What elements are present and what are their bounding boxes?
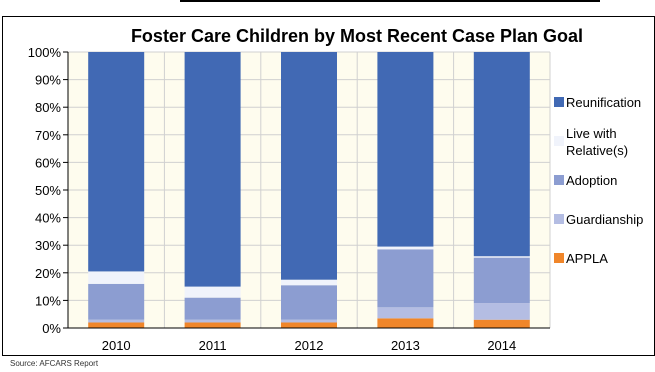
axes — [63, 51, 550, 329]
legend-label-guardianship: Guardianship — [566, 212, 643, 227]
bar-segment-reunification-2010 — [88, 52, 145, 272]
bar-segment-adoption-2010 — [88, 283, 145, 320]
bar-segment-reunification-2013 — [377, 52, 434, 247]
bar-segment-reunification-2012 — [281, 52, 337, 280]
y-tick-label: 10% — [35, 293, 61, 308]
x-tick-label: 2012 — [295, 338, 324, 353]
legend-label-live-with-relative-s: Live with — [566, 126, 617, 141]
legend-swatch-reunification — [554, 97, 564, 107]
x-tick-label: 2014 — [487, 338, 516, 353]
y-tick-label: 60% — [35, 155, 61, 170]
bar-segment-reunification-2011 — [184, 52, 241, 287]
legend-swatch-guardianship — [554, 214, 564, 224]
bar-segment-adoption-2012 — [281, 285, 337, 320]
y-tick-label: 100% — [28, 45, 62, 60]
bar-segment-adoption-2014 — [473, 257, 530, 304]
y-axis-ticks: 0% 10% 20% 30% 40% 50% 60% 70% 80% 90% 100% — [28, 45, 62, 336]
y-tick-label: 70% — [35, 128, 61, 143]
bar-segment-appla-2014 — [473, 319, 530, 328]
bar-segment-guardianship-2010 — [88, 319, 145, 323]
y-tick-label: 50% — [35, 183, 61, 198]
y-tick-label: 40% — [35, 211, 61, 226]
y-tick-label: 0% — [42, 321, 61, 336]
legend-label-live-with-relative-s: Relative(s) — [566, 143, 628, 158]
bar-segment-live-with-relative-s-2014 — [473, 256, 530, 258]
bar-segment-guardianship-2013 — [377, 307, 434, 319]
bars-group — [88, 52, 530, 328]
bar-segment-reunification-2014 — [473, 52, 530, 257]
legend: Reunification Live with Relative(s) Adoptio… — [554, 95, 643, 266]
bar-segment-guardianship-2012 — [281, 319, 337, 323]
x-tick-label: 2013 — [391, 338, 420, 353]
bar-segment-adoption-2013 — [377, 249, 434, 308]
bar-segment-appla-2012 — [281, 322, 337, 328]
y-tick-label: 30% — [35, 238, 61, 253]
y-tick-label: 80% — [35, 100, 61, 115]
bar-segment-live-with-relative-s-2011 — [184, 286, 241, 298]
legend-swatch-live-with-relative-s — [554, 136, 564, 146]
bar-segment-live-with-relative-s-2012 — [281, 279, 337, 286]
legend-label-appla: APPLA — [566, 251, 608, 266]
x-axis-ticks: 2010 2011 2012 2013 2014 — [102, 338, 517, 353]
legend-swatch-appla — [554, 253, 564, 263]
legend-label-reunification: Reunification — [566, 95, 641, 110]
top-border-line — [180, 0, 600, 2]
x-tick-label: 2011 — [199, 338, 227, 353]
bar-segment-appla-2011 — [184, 322, 241, 328]
legend-swatch-adoption — [554, 175, 564, 185]
bar-segment-adoption-2011 — [184, 297, 241, 320]
chart-title: Foster Care Children by Most Recent Case… — [131, 26, 583, 46]
bar-segment-appla-2010 — [88, 322, 145, 328]
source-note: Source: AFCARS Report — [10, 359, 99, 368]
x-tick-label: 2010 — [102, 338, 131, 353]
bar-segment-live-with-relative-s-2010 — [88, 271, 145, 284]
y-tick-label: 20% — [35, 266, 61, 281]
legend-label-adoption: Adoption — [566, 173, 617, 188]
bar-segment-guardianship-2011 — [184, 319, 241, 323]
bar-segment-live-with-relative-s-2013 — [377, 246, 434, 250]
bar-segment-guardianship-2014 — [473, 303, 530, 320]
y-tick-label: 90% — [35, 73, 61, 88]
bar-segment-appla-2013 — [377, 318, 434, 328]
